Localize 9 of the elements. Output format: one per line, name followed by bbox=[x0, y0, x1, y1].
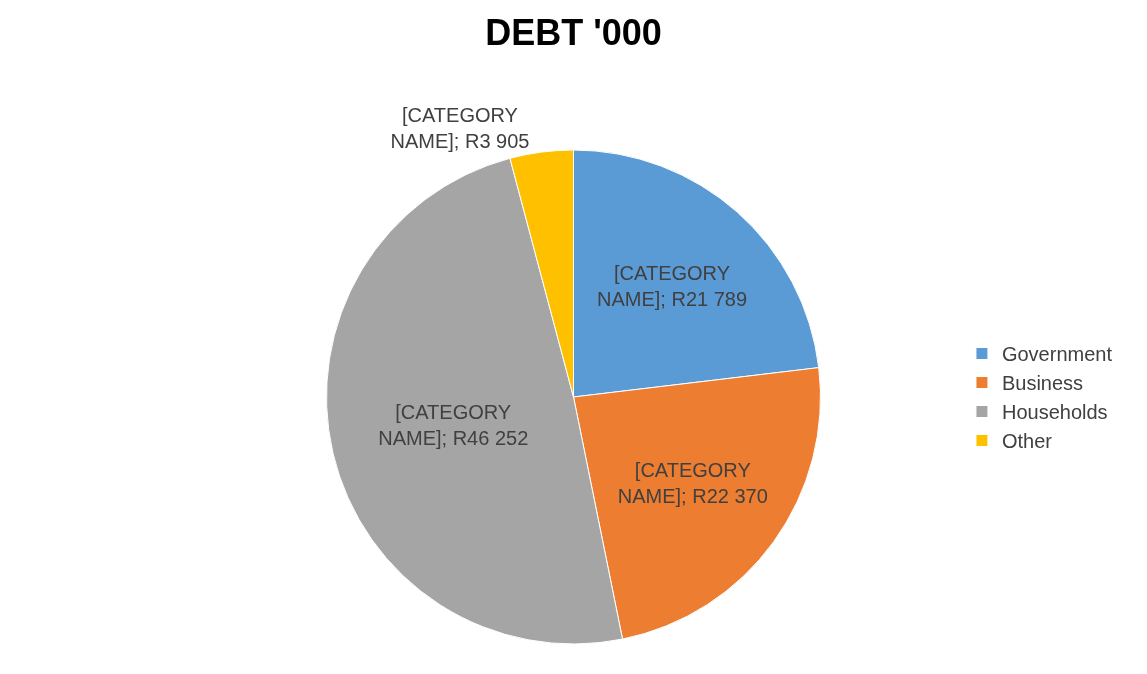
data-label: [CATEGORY NAME]; R3 905 bbox=[390, 104, 530, 153]
legend-label: Business bbox=[1001, 372, 1084, 395]
data-label: [CATEGORY NAME]; R22 370 bbox=[617, 459, 768, 508]
legend-label: Households bbox=[1001, 401, 1108, 424]
legend-label: Government bbox=[1001, 343, 1113, 366]
data-label: [CATEGORY NAME]; R46 252 bbox=[378, 401, 529, 450]
chart-title: DEBT '000 bbox=[485, 12, 662, 54]
data-label: [CATEGORY NAME]; R21 789 bbox=[597, 261, 748, 310]
legend-label: Other bbox=[1001, 430, 1053, 453]
